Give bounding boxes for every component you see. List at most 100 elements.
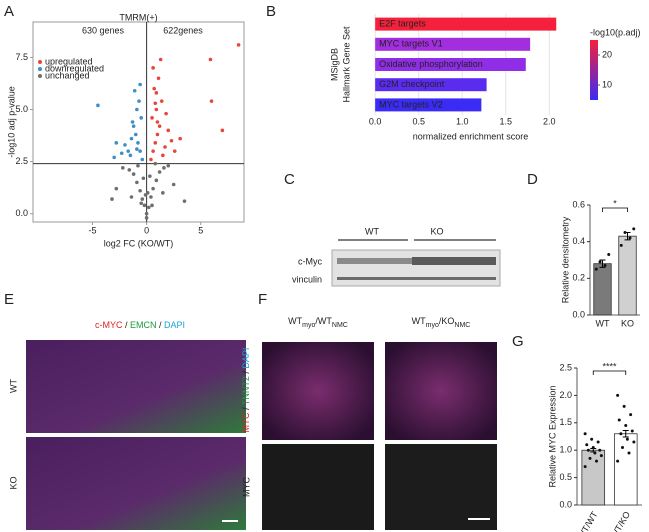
legend-swatch bbox=[38, 60, 42, 64]
bar-label: E2F targets bbox=[379, 18, 426, 28]
panel-letter: E bbox=[4, 291, 14, 308]
colorbar bbox=[590, 40, 598, 100]
cell-image bbox=[385, 444, 497, 530]
cell-image bbox=[385, 342, 497, 440]
point bbox=[131, 172, 136, 176]
data-point bbox=[603, 264, 607, 267]
colorbar-tick-label: 10 bbox=[602, 79, 612, 89]
significance-label: **** bbox=[602, 361, 617, 371]
y-axis-label: -log10 adj p-value bbox=[6, 86, 16, 158]
point bbox=[155, 132, 160, 137]
point bbox=[149, 157, 153, 162]
column-title: WTmyo/KONMC bbox=[412, 316, 471, 328]
bar bbox=[375, 78, 487, 92]
point bbox=[164, 111, 168, 116]
point bbox=[182, 199, 187, 203]
data-point bbox=[623, 231, 627, 234]
panel-letter: B bbox=[266, 3, 276, 20]
y-axis-label: Hallmark Gene Set bbox=[341, 26, 351, 103]
significance-bracket bbox=[602, 207, 628, 212]
data-point bbox=[591, 445, 595, 449]
point bbox=[142, 203, 147, 208]
y-tick-label: 1.0 bbox=[559, 445, 572, 455]
legend-swatch bbox=[38, 74, 42, 78]
bar-label: G2M checkpoint bbox=[379, 79, 445, 89]
point bbox=[151, 186, 155, 191]
point bbox=[209, 99, 214, 103]
data-point bbox=[619, 432, 623, 436]
y-tick-label: 0.5 bbox=[559, 472, 572, 482]
y-tick-label: 0.0 bbox=[559, 499, 572, 509]
panel-letter: G bbox=[512, 333, 524, 350]
y-tick-label: 2.0 bbox=[559, 390, 572, 400]
panel-letter: D bbox=[527, 171, 538, 188]
colorbar-title: -log10(p.adj) bbox=[590, 27, 641, 37]
point bbox=[146, 205, 151, 210]
panel-letter: C bbox=[284, 171, 295, 188]
colorbar-tick-label: 20 bbox=[602, 49, 612, 59]
legend-swatch bbox=[38, 67, 42, 71]
x-tick-label: 0.0 bbox=[369, 116, 382, 126]
point bbox=[129, 195, 134, 199]
blot-row-label: c-Myc bbox=[298, 256, 322, 266]
x-tick-label: 5 bbox=[198, 225, 203, 235]
annotation: 622genes bbox=[163, 25, 203, 35]
point bbox=[135, 180, 139, 185]
point bbox=[138, 82, 142, 87]
data-point bbox=[632, 440, 636, 444]
tissue-image bbox=[26, 340, 246, 433]
data-point bbox=[629, 413, 633, 417]
point bbox=[119, 151, 124, 156]
row-label: MYC bbox=[241, 477, 251, 498]
data-point bbox=[617, 418, 621, 422]
point bbox=[163, 145, 167, 149]
data-point bbox=[598, 260, 602, 264]
data-point bbox=[621, 445, 624, 449]
point bbox=[114, 141, 119, 145]
point bbox=[114, 186, 119, 191]
y-tick-label: 7.5 bbox=[15, 52, 28, 62]
tissue-image bbox=[26, 437, 246, 530]
point bbox=[139, 201, 144, 206]
bar bbox=[375, 17, 557, 31]
point bbox=[162, 166, 166, 170]
point bbox=[135, 107, 139, 112]
point bbox=[152, 86, 156, 91]
point bbox=[121, 166, 125, 170]
legend-label: unchanged bbox=[45, 70, 90, 80]
significance-label: * bbox=[613, 198, 617, 208]
row-label: MYC / TNNT2 / DAPI bbox=[241, 348, 251, 433]
y-tick-label: 5.0 bbox=[15, 104, 28, 114]
data-point bbox=[583, 432, 587, 436]
blot-bands bbox=[337, 257, 496, 280]
error-bar bbox=[599, 259, 606, 268]
row-label: KO bbox=[8, 476, 18, 489]
blot-row-label: vinculin bbox=[292, 274, 322, 284]
point bbox=[138, 149, 142, 153]
point bbox=[153, 141, 158, 145]
point bbox=[166, 128, 171, 133]
point bbox=[154, 107, 159, 112]
point bbox=[166, 163, 171, 168]
point bbox=[161, 153, 165, 158]
y-axis-label: MSigDB bbox=[329, 48, 339, 81]
data-point bbox=[630, 429, 634, 433]
y-axis-label: Relative MYC Expression bbox=[547, 385, 557, 487]
point bbox=[155, 120, 160, 124]
point bbox=[144, 216, 149, 220]
panel-letter: F bbox=[258, 291, 267, 308]
cell-image bbox=[262, 342, 374, 440]
point bbox=[144, 211, 149, 216]
data-point bbox=[627, 451, 631, 455]
significance-bracket bbox=[592, 370, 627, 375]
point bbox=[128, 153, 133, 158]
x-tick-label: KO bbox=[621, 318, 634, 328]
point bbox=[139, 116, 144, 120]
bar bbox=[593, 263, 612, 316]
data-point bbox=[593, 451, 597, 455]
point bbox=[123, 143, 127, 147]
data-point bbox=[596, 440, 600, 444]
point bbox=[154, 178, 159, 183]
x-tick-label: -5 bbox=[89, 225, 97, 235]
bar bbox=[375, 37, 531, 51]
